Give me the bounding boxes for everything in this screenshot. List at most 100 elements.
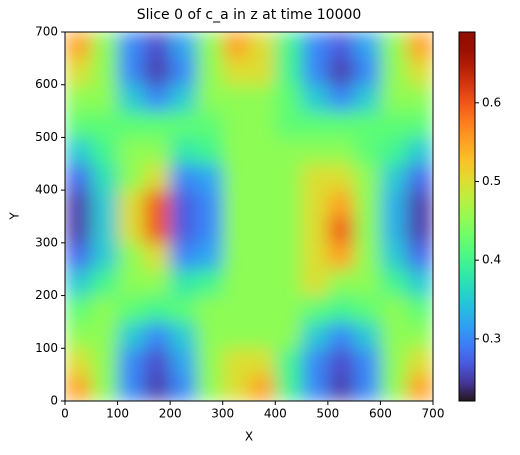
heatmap-cell <box>406 163 433 191</box>
heatmap-cell <box>222 58 250 86</box>
heatmap-cell <box>91 32 119 59</box>
heatmap-cell <box>117 163 145 191</box>
colorbar <box>458 31 476 402</box>
heatmap-cell <box>354 242 381 270</box>
heatmap-cell <box>301 374 329 401</box>
y-tick-label: 400 <box>35 183 58 197</box>
heatmap-cell <box>117 348 145 376</box>
heatmap-cell <box>91 295 119 323</box>
heatmap-cell <box>170 84 197 112</box>
heatmap-cell <box>222 32 250 59</box>
heatmap-cell <box>196 321 224 349</box>
plot-frame <box>64 31 434 402</box>
heatmap-cell <box>117 242 145 270</box>
heatmap-cell <box>275 242 303 270</box>
heatmap-cell <box>222 163 250 191</box>
heatmap-cell <box>222 137 250 165</box>
heatmap-cell <box>222 295 250 323</box>
colorbar-tick-label: 0.6 <box>482 95 501 109</box>
heatmap-cell <box>117 216 145 244</box>
colorbar-tick-label: 0.5 <box>482 174 501 188</box>
heatmap-cell <box>406 242 433 270</box>
heatmap-cell <box>380 321 408 349</box>
heatmap-cell <box>196 348 224 376</box>
heatmap-cell <box>301 321 329 349</box>
heatmap-cell <box>91 374 119 401</box>
y-tick-label: 600 <box>35 77 58 91</box>
heatmap-cell <box>143 295 171 323</box>
heatmap-cell <box>65 137 92 165</box>
heatmap-cell <box>143 111 171 138</box>
heatmap-cell <box>327 137 355 165</box>
heatmap-cell <box>354 269 381 297</box>
heatmap-cell <box>143 190 171 217</box>
y-tick-label: 200 <box>35 288 58 302</box>
heatmap-cell <box>406 269 433 297</box>
heatmap-cell <box>117 84 145 112</box>
heatmap-cell <box>196 295 224 323</box>
heatmap-cell <box>117 374 145 401</box>
heatmap-cell <box>65 295 92 323</box>
heatmap-cell <box>170 321 197 349</box>
heatmap-cell <box>406 111 433 138</box>
y-tick-label: 300 <box>35 235 58 249</box>
heatmap-cell <box>406 348 433 376</box>
heatmap-cell <box>117 190 145 217</box>
heatmap-cell <box>406 58 433 86</box>
heatmap-cell <box>354 348 381 376</box>
heatmap-cell <box>170 295 197 323</box>
heatmap-cell <box>354 321 381 349</box>
heatmap-cell <box>117 321 145 349</box>
heatmap-cell <box>143 137 171 165</box>
heatmap-cell <box>354 190 381 217</box>
heatmap-cell <box>249 58 276 86</box>
heatmap-cell <box>117 111 145 138</box>
heatmap-cell <box>327 163 355 191</box>
y-tick-label: 500 <box>35 130 58 144</box>
heatmap-cell <box>406 216 433 244</box>
heatmap-cell <box>301 84 329 112</box>
heatmap-cell <box>327 242 355 270</box>
heatmap-cell <box>143 32 171 59</box>
heatmap-cell <box>380 111 408 138</box>
heatmap-cell <box>301 216 329 244</box>
heatmap-cell <box>117 58 145 86</box>
heatmap-cell <box>249 295 276 323</box>
heatmap-cell <box>380 163 408 191</box>
heatmap-cell <box>65 321 92 349</box>
heatmap-cell <box>249 163 276 191</box>
heatmap-cell <box>301 163 329 191</box>
heatmap-cell <box>91 137 119 165</box>
heatmap-cell <box>143 216 171 244</box>
heatmap-cell <box>222 321 250 349</box>
heatmap-cell <box>249 32 276 59</box>
heatmap-cell <box>117 137 145 165</box>
y-tick-label: 700 <box>35 25 58 39</box>
y-tick-label: 0 <box>50 394 58 408</box>
heatmap-cell <box>327 348 355 376</box>
heatmap-cell <box>406 374 433 401</box>
heatmap-cell <box>380 216 408 244</box>
heatmap-cell <box>196 111 224 138</box>
heatmap-cell <box>222 111 250 138</box>
heatmap-cell <box>380 269 408 297</box>
heatmap-cell <box>249 374 276 401</box>
heatmap-cell <box>327 321 355 349</box>
heatmap-cell <box>170 190 197 217</box>
heatmap-cell <box>327 190 355 217</box>
heatmap-cell <box>380 58 408 86</box>
y-axis-label: Y <box>8 212 22 221</box>
heatmap-cell <box>222 348 250 376</box>
heatmap-cell <box>65 111 92 138</box>
heatmap-cell <box>143 374 171 401</box>
heatmap-cell <box>91 269 119 297</box>
heatmap-cell <box>380 137 408 165</box>
heatmap-cell <box>380 348 408 376</box>
heatmap-cell <box>117 32 145 59</box>
heatmap-cell <box>406 32 433 59</box>
heatmap-cell <box>91 163 119 191</box>
heatmap-cell <box>117 269 145 297</box>
heatmap-cell <box>170 348 197 376</box>
heatmap-cell <box>354 163 381 191</box>
